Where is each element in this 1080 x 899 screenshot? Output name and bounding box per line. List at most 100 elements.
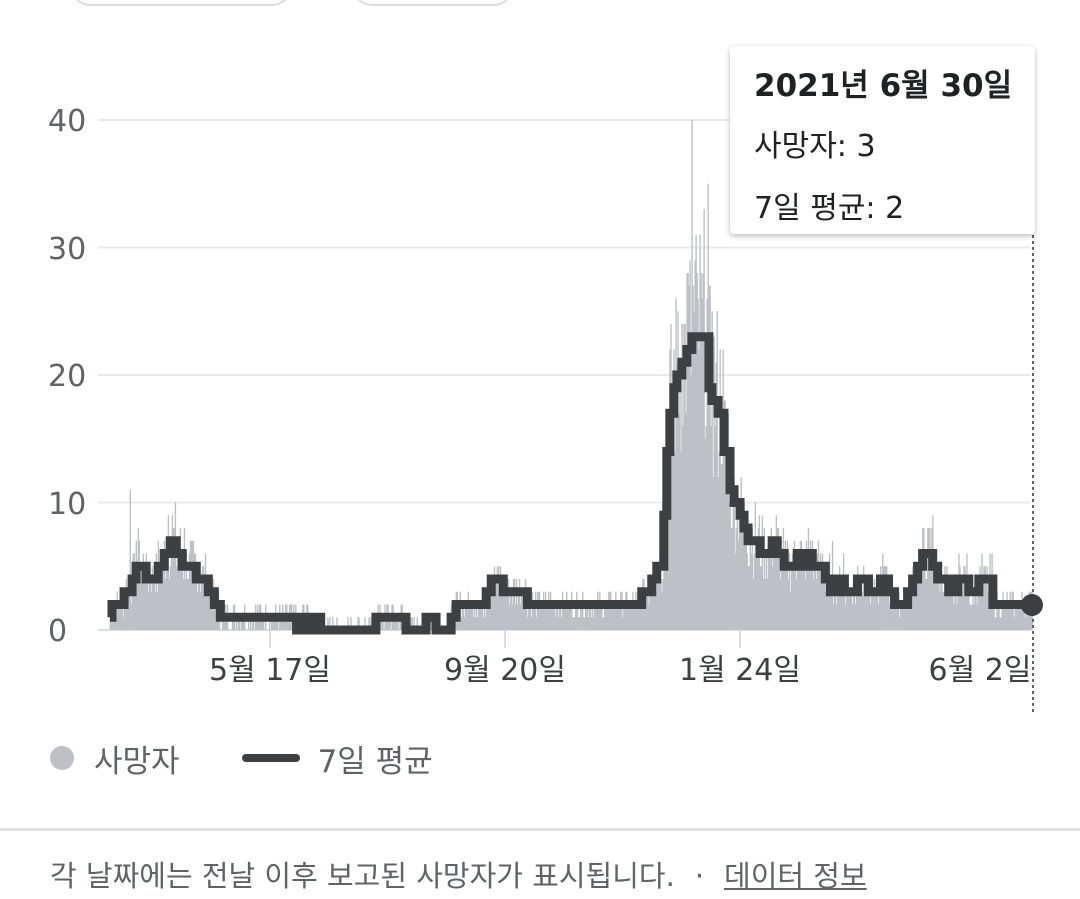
daily-deaths-bar [728,502,730,630]
daily-deaths-bar [395,617,397,630]
daily-deaths-bar [1006,591,1008,630]
daily-deaths-bar [590,604,592,630]
daily-deaths-bar [276,617,278,630]
daily-deaths-bar [260,617,263,630]
daily-deaths-bar [478,604,481,630]
daily-deaths-bar [498,579,501,630]
daily-deaths-bar [394,617,396,630]
daily-deaths-bar [759,566,762,630]
daily-deaths-bar [954,591,956,630]
daily-deaths-bar [661,591,663,630]
daily-deaths-bar [752,579,754,630]
daily-deaths-bar [894,604,896,630]
data-info-link[interactable]: 데이터 정보 [724,859,867,893]
daily-deaths-bar [900,604,902,630]
daily-deaths-bar [771,566,774,630]
daily-deaths-bar [644,604,646,630]
daily-deaths-bar [494,579,497,630]
daily-deaths-bar [627,604,629,630]
daily-deaths-bar [969,604,971,630]
daily-deaths-bar [913,579,915,630]
daily-deaths-bar [203,591,206,630]
daily-deaths-bar [380,617,382,630]
daily-deaths-bar [963,566,965,630]
daily-deaths-bar [934,579,936,630]
daily-deaths-bar [921,566,923,630]
daily-deaths-bar [526,617,529,630]
daily-deaths-bar [532,604,535,630]
daily-deaths-bar [461,604,464,630]
daily-deaths-bar [999,617,1001,630]
daily-deaths-bar [870,591,873,630]
daily-deaths-bar [487,591,490,630]
daily-deaths-bar [697,298,699,630]
daily-deaths-bar [620,591,622,630]
daily-deaths-bar [823,566,826,630]
daily-deaths-bar [500,579,503,630]
daily-deaths-bar [329,617,331,630]
daily-deaths-bar [1024,617,1026,630]
daily-deaths-bar [736,489,738,630]
daily-deaths-bar [611,604,613,630]
daily-deaths-bar [682,426,684,630]
daily-deaths-bar [871,579,874,630]
x-tick-label: 6월 2일 [929,653,1032,688]
y-tick-label: 40 [48,104,86,139]
daily-deaths-bar [995,617,997,630]
daily-deaths-bar [973,604,975,630]
hover-point[interactable] [1021,594,1043,616]
y-axis-ticks: 0 10 20 30 40 [48,104,86,649]
daily-deaths-bar [347,617,349,630]
daily-deaths-bar [950,579,952,630]
y-tick-label: 30 [48,232,86,267]
daily-deaths-bar [833,579,836,630]
daily-deaths-bar [692,285,694,630]
daily-deaths-bar [369,617,371,630]
daily-deaths-bar [982,579,984,630]
chart-tooltip: 2021년 6월 30일 사망자: 3 7일 평균: 2 [730,46,1035,234]
daily-deaths-bar [748,566,750,630]
daily-deaths-bar [778,540,781,630]
daily-deaths-bar [1010,604,1012,630]
daily-deaths-bar [522,604,525,630]
daily-deaths-bar [186,579,189,630]
daily-deaths-bar [613,604,615,630]
daily-deaths-bar [675,298,677,630]
daily-deaths-bar [262,617,265,630]
daily-deaths-bar [724,400,726,630]
daily-deaths-bar [687,273,689,630]
daily-deaths-bar [616,604,618,630]
daily-deaths-bar [206,579,209,630]
daily-deaths-bar [883,566,885,630]
daily-deaths-bar [471,604,474,630]
daily-deaths-bar [634,604,636,630]
daily-deaths-bar [996,591,998,630]
daily-deaths-bar [597,591,599,630]
daily-deaths-bar [249,617,252,630]
daily-deaths-bar [700,273,702,630]
daily-deaths-bar [147,591,150,630]
daily-deaths-bar [776,528,779,630]
daily-deaths-bar [626,591,628,630]
daily-deaths-bar [765,553,768,630]
daily-deaths-bar [951,579,953,630]
daily-deaths-bar [492,579,495,630]
daily-deaths-bar [885,566,887,630]
daily-deaths-bar [396,617,398,630]
daily-deaths-bar [899,617,901,630]
daily-deaths-bar [550,604,553,630]
daily-deaths-bar [816,553,819,630]
daily-deaths-bar [857,579,860,630]
daily-deaths-bar [179,528,182,630]
daily-deaths-bar [763,528,766,630]
daily-deaths-bar [288,617,290,630]
daily-deaths-bar [624,604,626,630]
daily-deaths-bar [470,604,473,630]
daily-deaths-bar [684,324,686,630]
daily-deaths-bar [273,617,275,630]
daily-deaths-bar [1012,591,1014,630]
daily-deaths-bar [139,579,141,630]
daily-deaths-bar [615,591,617,630]
daily-deaths-bar [430,617,432,630]
daily-deaths-bar [655,591,657,630]
